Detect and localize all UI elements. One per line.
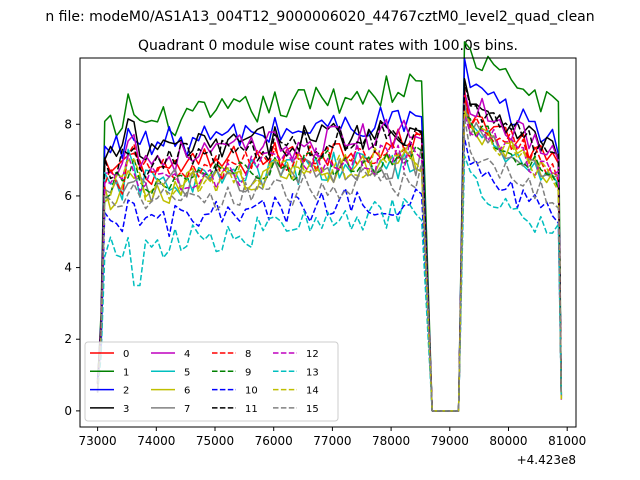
axes-frame xyxy=(79,57,577,428)
series-line-1 xyxy=(96,41,563,412)
legend-label-4: 4 xyxy=(184,349,190,360)
y-tick-label: 4 xyxy=(64,261,72,275)
legend-label-8: 8 xyxy=(245,349,251,360)
series-line-15 xyxy=(96,116,563,412)
y-tick-label: 2 xyxy=(64,332,72,346)
legend-label-3: 3 xyxy=(123,404,129,415)
series-line-4 xyxy=(96,91,563,412)
series-line-2 xyxy=(96,57,563,412)
legend-label-1: 1 xyxy=(123,367,129,378)
series-line-13 xyxy=(96,155,563,412)
legend-label-10: 10 xyxy=(245,386,258,397)
legend-label-0: 0 xyxy=(123,349,129,360)
x-tick-label: 73000 xyxy=(79,434,117,448)
series-line-9 xyxy=(96,113,563,412)
y-tick-label: 6 xyxy=(64,189,72,203)
legend-label-15: 15 xyxy=(306,404,319,415)
legend-box xyxy=(84,341,339,422)
legend-label-12: 12 xyxy=(306,349,319,360)
x-tick-label: 81000 xyxy=(548,434,586,448)
legend-label-6: 6 xyxy=(184,386,190,397)
chart-suptitle: n file: modeM0/AS1A13_004T12_9000006020_… xyxy=(45,9,594,25)
legend-label-5: 5 xyxy=(184,367,190,378)
series-line-11 xyxy=(96,82,563,412)
x-tick-label: 76000 xyxy=(255,434,293,448)
chart-title: Quadrant 0 module wise count rates with … xyxy=(138,38,518,54)
series-line-3 xyxy=(96,78,563,412)
series-line-14 xyxy=(96,110,563,412)
x-tick-label: 75000 xyxy=(196,434,234,448)
legend-label-2: 2 xyxy=(123,386,129,397)
x-tick-label: 77000 xyxy=(313,434,351,448)
series-line-0 xyxy=(96,89,563,412)
x-tick-label: 74000 xyxy=(137,434,175,448)
axes-layer: 73000 74000 75000 76000 77000 78000 79000 80000… xyxy=(64,57,586,448)
series-line-7 xyxy=(96,98,563,412)
legend-label-11: 11 xyxy=(245,404,258,415)
legend-label-14: 14 xyxy=(306,386,319,397)
x-tick-label: 79000 xyxy=(431,434,469,448)
y-tick-label: 0 xyxy=(64,404,72,418)
legend-label-13: 13 xyxy=(306,367,319,378)
x-tick-label: 78000 xyxy=(372,434,410,448)
x-tick-label: 80000 xyxy=(489,434,527,448)
x-axis-offset-label: +4.423e8 xyxy=(517,453,576,467)
legend-label-7: 7 xyxy=(184,404,190,415)
y-tick-label: 8 xyxy=(64,117,72,131)
series-layer xyxy=(96,41,563,412)
series-line-10 xyxy=(96,137,563,412)
legend-label-9: 9 xyxy=(245,367,251,378)
